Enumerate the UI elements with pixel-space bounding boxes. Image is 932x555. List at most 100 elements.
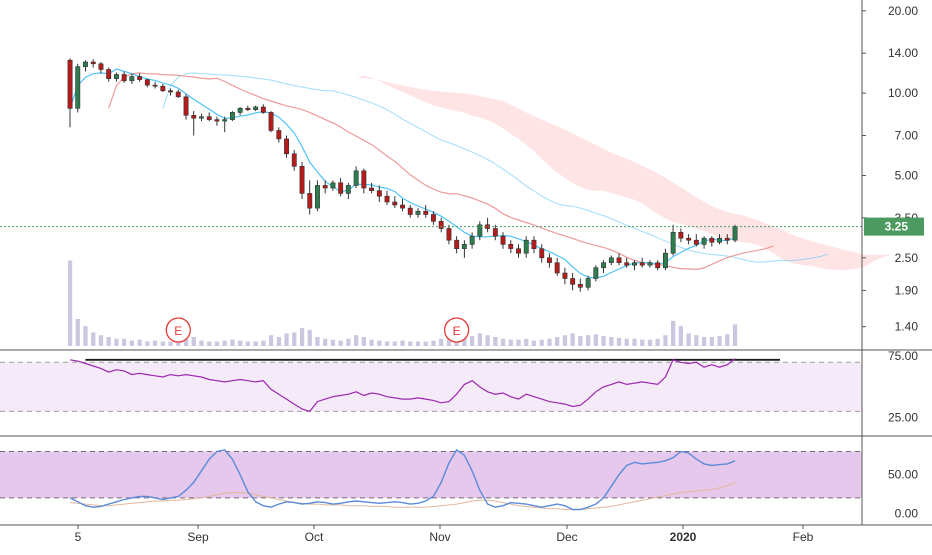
candle-body	[554, 262, 560, 274]
stochastic-tick-label: 50.00	[888, 468, 918, 482]
volume-bar	[725, 334, 730, 346]
volume-bar	[694, 335, 699, 346]
candle-body	[423, 210, 429, 215]
candle-body	[678, 232, 684, 239]
volume-bar	[346, 338, 351, 346]
volume-bar	[539, 339, 544, 346]
volume-bar	[384, 341, 390, 346]
price-tick-label: 1.90	[895, 283, 919, 297]
volume-bar	[199, 340, 204, 346]
volume-bar	[732, 324, 738, 346]
candle-body	[693, 239, 699, 245]
volume-bar	[678, 326, 683, 346]
volume-bar	[500, 338, 506, 346]
rsi-pane	[0, 358, 862, 413]
candle-body	[129, 76, 135, 81]
candle-body	[446, 228, 452, 241]
volume-bar	[207, 341, 212, 346]
volume-bar	[222, 340, 227, 346]
volume-bar	[160, 341, 165, 346]
time-tick-label: 2020	[670, 530, 697, 544]
candle-body	[732, 226, 738, 241]
candle-body	[608, 257, 614, 263]
volume-bar	[477, 333, 482, 346]
volume-bar	[268, 335, 274, 346]
volume-bar	[446, 337, 452, 346]
volume-bar	[392, 341, 397, 346]
candle-body	[593, 267, 599, 279]
candle-body	[90, 61, 96, 65]
volume-bar	[369, 339, 374, 346]
candle-body	[724, 237, 730, 241]
candle-body	[322, 185, 328, 189]
candle-body	[624, 262, 630, 266]
candle-body	[314, 185, 320, 209]
volume-bar	[400, 340, 405, 346]
candle-body	[639, 262, 645, 266]
candle-body	[686, 237, 692, 241]
volume-bar	[377, 340, 382, 346]
volume-bar	[578, 336, 583, 346]
volume-bar	[516, 339, 521, 346]
candle-body	[585, 278, 591, 288]
price-tick-label: 20.00	[888, 4, 918, 18]
candle-body	[214, 119, 220, 122]
candle-body	[454, 239, 460, 249]
time-tick-label: Dec	[556, 530, 577, 544]
candle-body	[222, 119, 228, 122]
volume-bar	[284, 333, 289, 346]
moving-average-long	[162, 72, 828, 263]
volume-bar	[91, 332, 96, 346]
stochastic-k-line	[69, 448, 736, 511]
volume-bar	[276, 337, 281, 346]
price-tick-label: 1.40	[895, 320, 919, 334]
volume-bar	[299, 328, 305, 346]
moving-average-fast	[69, 68, 736, 279]
candle-body	[353, 170, 359, 186]
volume-bar	[67, 260, 73, 346]
candle-body	[67, 59, 73, 109]
volume-bar	[493, 337, 498, 346]
candle-body	[546, 257, 552, 263]
candle-body	[114, 74, 119, 79]
volume-bar	[145, 341, 150, 346]
earnings-marker	[165, 317, 191, 343]
volume-bar	[75, 319, 80, 346]
volume-bar	[555, 337, 560, 346]
volume-bar	[183, 338, 189, 346]
volume-bar	[152, 340, 158, 346]
volume-bar	[315, 337, 320, 346]
volume-bar	[686, 333, 691, 346]
volume-bar	[632, 338, 637, 346]
candle-body	[175, 91, 181, 98]
candle-body	[230, 112, 235, 120]
volume-bar	[307, 329, 312, 346]
candle-body	[415, 210, 421, 215]
candle-body	[361, 170, 367, 189]
candle-body	[438, 221, 444, 229]
stochastic-tick-label: 0.00	[895, 506, 919, 520]
candle-body	[253, 106, 259, 111]
candle-body	[284, 138, 289, 155]
volume-bar	[663, 335, 668, 346]
volume-bar	[570, 333, 575, 346]
volume-bar	[323, 338, 328, 346]
volume-bar	[354, 335, 359, 346]
candle-body	[670, 232, 676, 254]
candle-body	[709, 237, 715, 243]
candle-body	[662, 252, 668, 269]
volume-bar	[671, 320, 676, 346]
volume-bar	[647, 339, 653, 346]
candle-body	[260, 106, 266, 113]
last-price-label: 3.25	[885, 220, 909, 234]
volume-bar	[423, 341, 428, 346]
volume-bar	[261, 340, 266, 346]
candle-body	[376, 190, 382, 197]
volume-bar	[98, 335, 104, 346]
candle-body	[647, 262, 653, 266]
candle-body	[237, 108, 243, 113]
candle-body	[469, 235, 475, 245]
candle-body	[461, 244, 467, 249]
